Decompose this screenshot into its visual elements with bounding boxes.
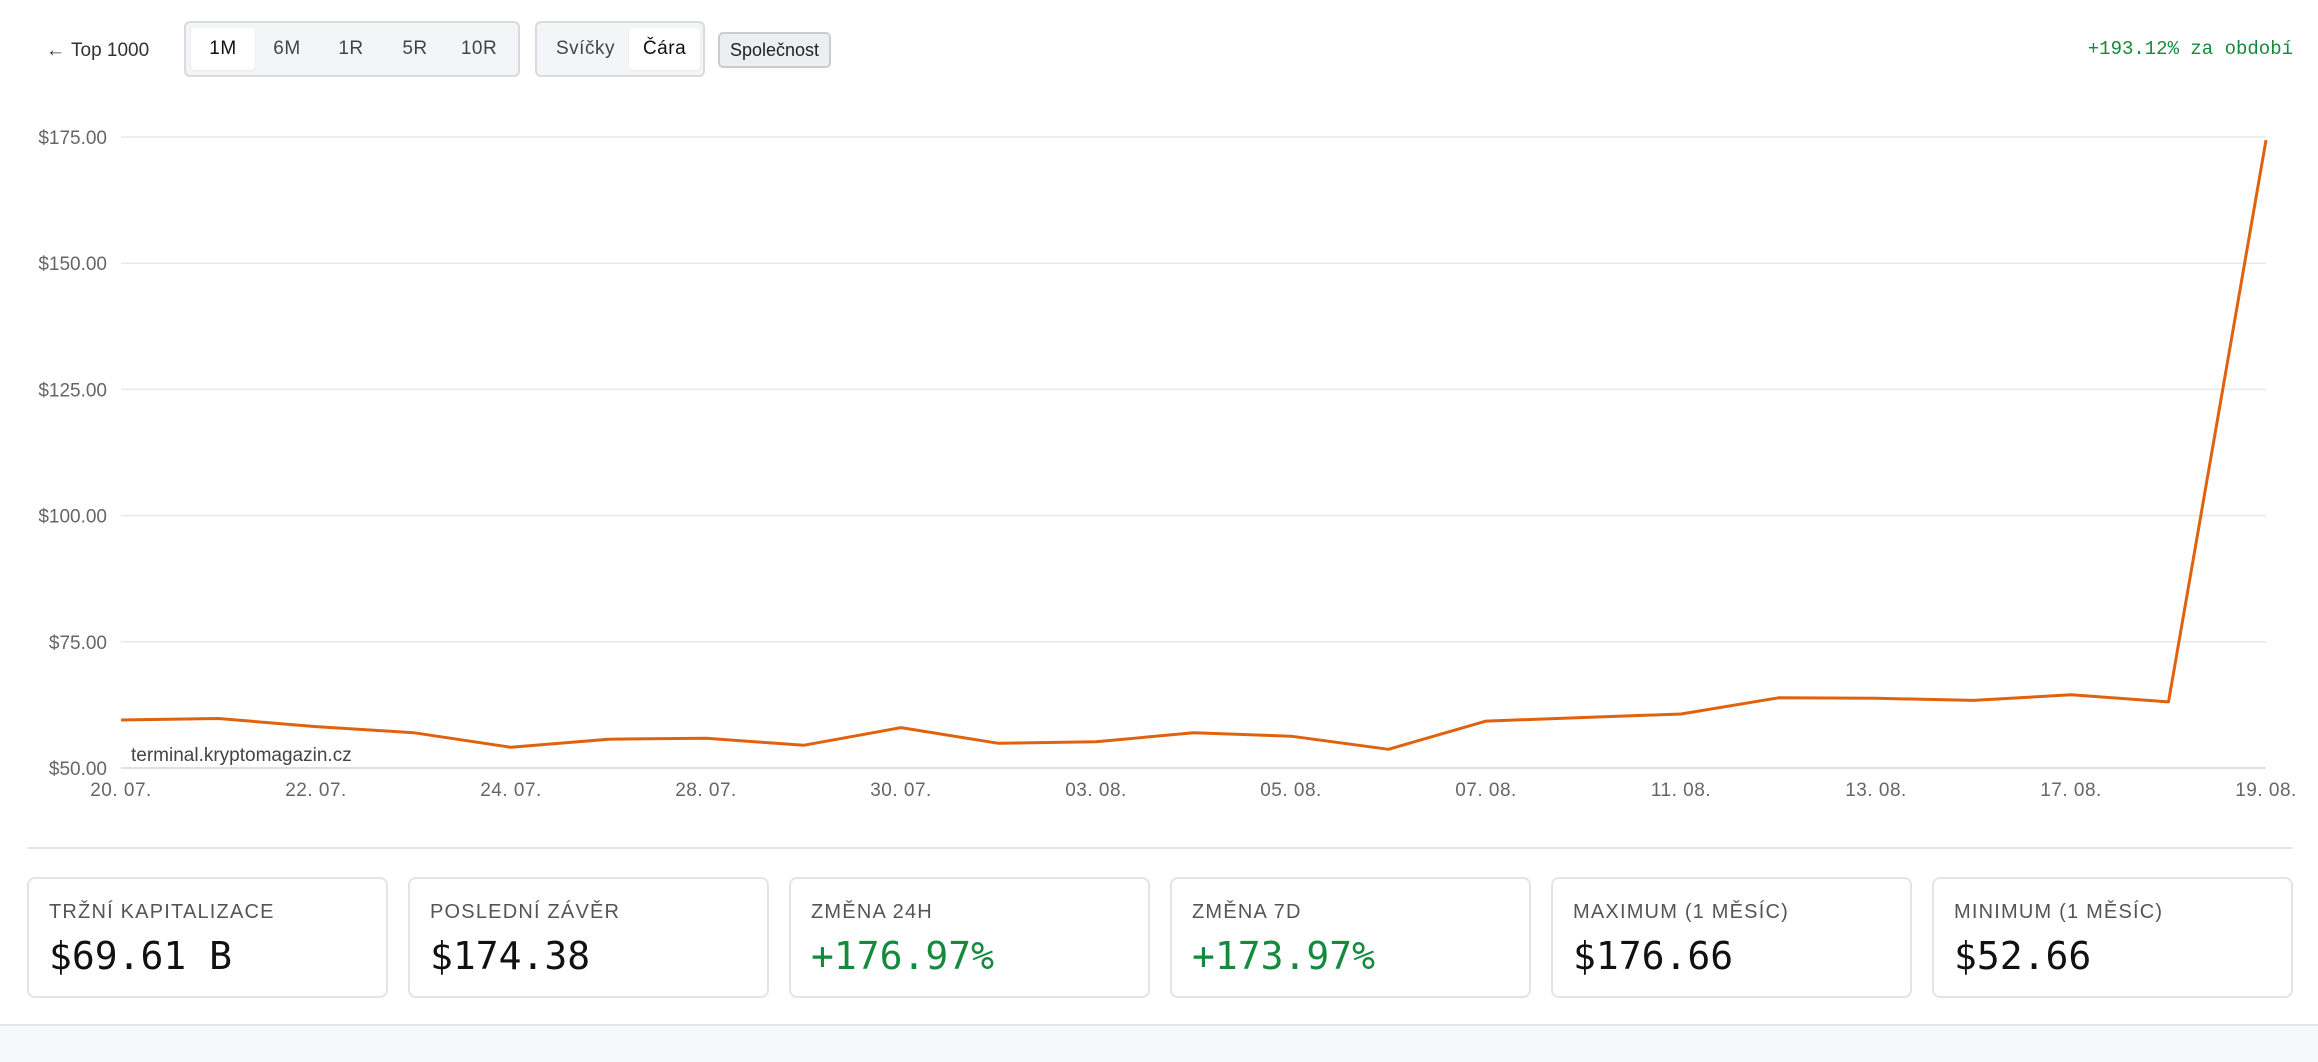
y-tick-label: $75.00 [49, 633, 107, 654]
line-button[interactable]: Čára [628, 28, 701, 70]
x-tick-label: 13. 08. [1845, 780, 1907, 801]
x-tick-label: 03. 08. [1065, 780, 1127, 801]
x-tick-label: 24. 07. [480, 780, 542, 801]
stat-label: MAXIMUM (1 MĚSÍC) [1573, 901, 1789, 923]
y-tick-label: $175.00 [38, 128, 107, 149]
back-link-label: Top 1000 [71, 40, 150, 61]
y-tick-label: $100.00 [38, 507, 107, 528]
y-tick-label: $150.00 [38, 254, 107, 275]
stat-value: +176.97% [811, 934, 995, 978]
stat-value: $176.66 [1573, 934, 1734, 978]
range-10r-button[interactable]: 10R [447, 28, 511, 70]
stat-label: ZMĚNA 7D [1192, 901, 1302, 923]
x-tick-label: 19. 08. [2235, 780, 2297, 801]
stat-value: $174.38 [430, 934, 591, 978]
stat-card-change-7d: ZMĚNA 7D +173.97% [1170, 877, 1531, 998]
stat-label: ZMĚNA 24H [811, 901, 933, 923]
watermark-text: terminal.kryptomagazin.cz [131, 745, 352, 766]
candles-button[interactable]: Svíčky [542, 28, 629, 70]
section-divider [27, 847, 2293, 849]
series-line-price [120, 139, 2268, 751]
range-1r-button[interactable]: 1R [319, 28, 383, 70]
stat-label: MINIMUM (1 MĚSÍC) [1954, 901, 2164, 923]
chart-type-selector: Svíčky Čára [535, 21, 705, 77]
range-5r-button[interactable]: 5R [383, 28, 447, 70]
stat-card-change-24h: ZMĚNA 24H +176.97% [789, 877, 1150, 998]
x-tick-label: 20. 07. [90, 780, 152, 801]
grid-lines [121, 136, 2266, 769]
x-tick-label: 17. 08. [2040, 780, 2102, 801]
x-tick-label: 30. 07. [870, 780, 932, 801]
stat-value: +173.97% [1192, 934, 1376, 978]
time-range-selector: 1M 6M 1R 5R 10R [184, 21, 520, 77]
range-1m-button[interactable]: 1M [191, 28, 255, 70]
chart-panel: ← Top 1000 1M 6M 1R 5R 10R Svíčky Čára Sp… [0, 0, 2318, 1026]
x-tick-label: 22. 07. [285, 780, 347, 801]
x-tick-label: 07. 08. [1455, 780, 1517, 801]
x-tick-label: 28. 07. [675, 780, 737, 801]
range-6m-button[interactable]: 6M [255, 28, 319, 70]
stat-label: TRŽNÍ KAPITALIZACE [49, 901, 275, 923]
x-tick-label: 05. 08. [1260, 780, 1322, 801]
stat-value: $69.61 B [49, 934, 233, 978]
y-tick-label: $50.00 [49, 759, 107, 780]
stat-card-market-cap: TRŽNÍ KAPITALIZACE $69.61 B [27, 877, 388, 998]
price-line-chart[interactable]: $50.00 $75.00 $100.00 $125.00 $150.00 $175.00… [0, 100, 2318, 820]
stat-card-max-1m: MAXIMUM (1 MĚSÍC) $176.66 [1551, 877, 1912, 998]
y-axis: $50.00 $75.00 $100.00 $125.00 $150.00 $175.00 [38, 128, 107, 780]
stat-label: POSLEDNÍ ZÁVĚR [430, 901, 621, 923]
stat-value: $52.66 [1954, 934, 2092, 978]
arrow-left-icon: ← [46, 40, 65, 61]
x-axis: 20. 07. 22. 07. 24. 07. 28. 07. 30. 07. 03. 0… [90, 780, 2297, 801]
back-to-top-1000-link[interactable]: ← Top 1000 [42, 36, 153, 66]
chart-toolbar: ← Top 1000 1M 6M 1R 5R 10R Svíčky Čára Sp… [0, 0, 2318, 100]
y-tick-label: $125.00 [38, 380, 107, 401]
stat-card-min-1m: MINIMUM (1 MĚSÍC) $52.66 [1932, 877, 2293, 998]
x-tick-label: 11. 08. [1651, 780, 1711, 801]
period-change-label: +193.12% za období [2087, 38, 2293, 60]
stat-card-last-close: POSLEDNÍ ZÁVĚR $174.38 [408, 877, 769, 998]
company-button[interactable]: Společnost [718, 32, 832, 68]
